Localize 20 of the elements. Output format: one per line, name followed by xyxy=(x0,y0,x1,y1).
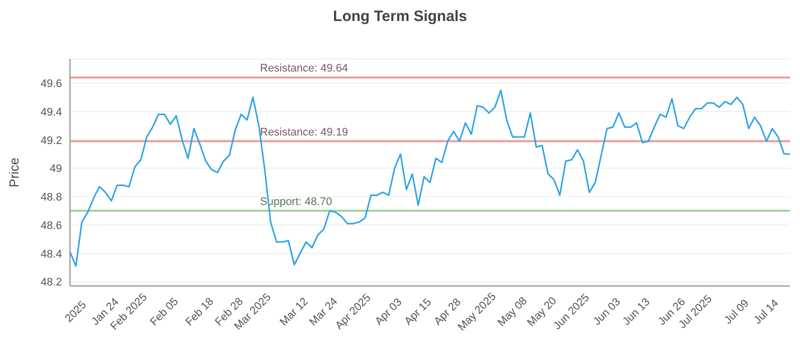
y-tick-label: 48.8 xyxy=(40,192,62,204)
x-tick-label: Jun 03 xyxy=(591,296,623,328)
line-series xyxy=(69,89,791,267)
y-tick-label: 49 xyxy=(50,163,62,176)
x-tick-label: Feb 05 xyxy=(148,296,181,328)
ref-line-label: Resistance: 49.19 xyxy=(260,126,348,138)
ref-line-label: Resistance: 49.64 xyxy=(260,62,348,74)
x-tick-label: Jul 09 xyxy=(722,297,752,327)
y-tick-label: 48.4 xyxy=(40,248,62,260)
y-axis-title: Price xyxy=(6,158,22,188)
y-tick-label: 49.6 xyxy=(40,78,62,90)
x-tick-label: Jun 13 xyxy=(620,296,652,328)
x-tick-label: Jul 14 xyxy=(752,297,782,327)
x-tick-label: Apr 15 xyxy=(402,296,434,328)
y-tick-label: 49.2 xyxy=(40,134,62,147)
y-tick-label: 49.4 xyxy=(40,106,62,118)
y-tick-label: 48.6 xyxy=(40,220,62,232)
y-tick-label: 48.2 xyxy=(40,276,62,289)
x-tick-label: Apr 03 xyxy=(372,296,404,328)
chart-title: Long Term Signals xyxy=(332,8,468,25)
